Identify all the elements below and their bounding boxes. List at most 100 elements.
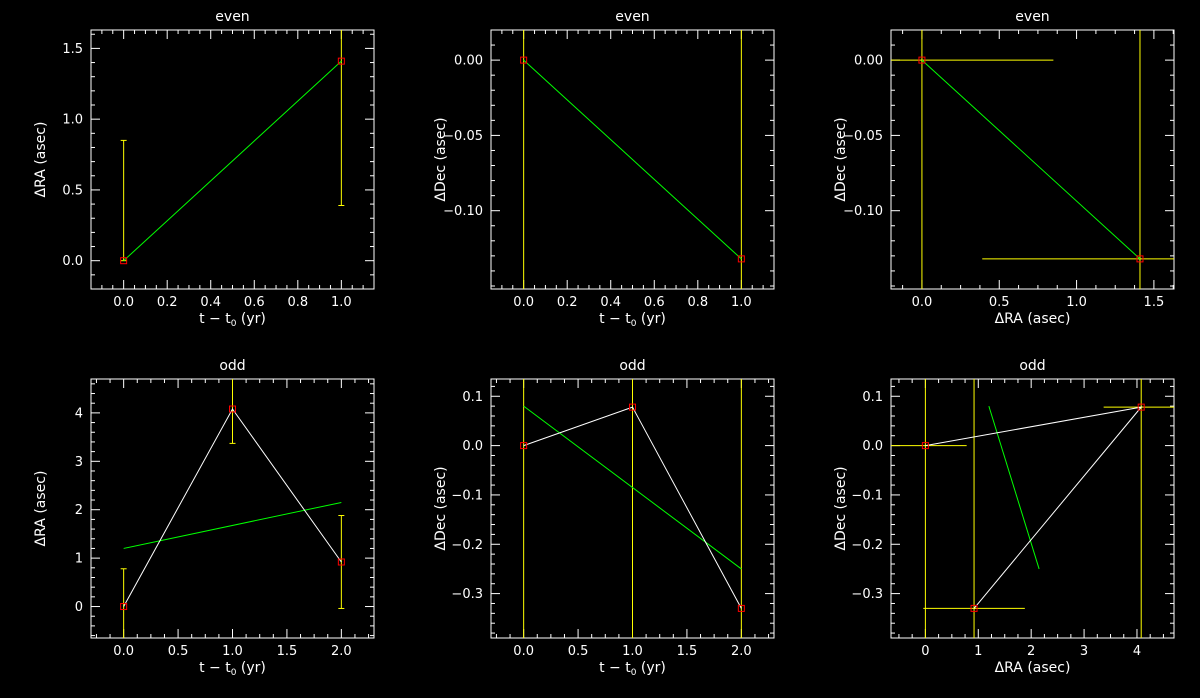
x-axis-label: ΔRA (asec) <box>995 660 1071 676</box>
panel-title: even <box>615 9 649 25</box>
x-axis-label-unit: (yr) <box>636 311 665 327</box>
x-tick-label: 0.0 <box>513 295 534 310</box>
x-axis-label-main: ΔRA (asec) <box>995 660 1071 676</box>
panel-3: 0.0 0.5 1.0 1.5 0.00 −0.05 −0.10 even ΔRA (asec)… <box>833 9 1175 327</box>
y-tick-label: −0.1 <box>451 488 483 503</box>
data-path <box>123 408 342 607</box>
x-tick-label: 0.6 <box>644 295 665 310</box>
y-axis-label: ΔRA (asec) <box>33 471 49 547</box>
data-point <box>918 56 926 64</box>
x-tick-label: 1.5 <box>1144 295 1165 310</box>
x-tick-label: 1.0 <box>1066 295 1087 310</box>
x-tick-label: 0.4 <box>600 295 621 310</box>
data-point <box>229 405 236 413</box>
y-tick-label: 2 <box>75 503 83 518</box>
x-axis-label-main: t − t <box>199 660 231 676</box>
y-tick-label: 1.5 <box>62 42 83 57</box>
x-tick-label: 0.5 <box>168 644 189 659</box>
x-axis-label-main: t − t <box>599 311 631 327</box>
x-tick-label: 0.6 <box>244 295 265 310</box>
x-axis-label-subscript: 0 <box>631 668 637 678</box>
x-tick-label: 0.5 <box>989 295 1010 310</box>
y-tick-label: −0.3 <box>451 587 483 602</box>
panel-5: 0.0 0.5 1.0 1.5 2.0 0.1 0.0 −0.1 −0.2 −0.3 odd t − … <box>433 358 775 678</box>
x-axis-label-unit: (yr) <box>636 660 665 676</box>
y-tick-label: 0.0 <box>62 254 83 269</box>
x-axis-label: t − t0 (yr) <box>199 660 266 678</box>
data-path <box>523 406 742 609</box>
y-tick-label: −0.10 <box>843 204 883 219</box>
x-tick-label: 0.0 <box>113 295 134 310</box>
data-point <box>120 603 128 611</box>
panel-2: 0.0 0.2 0.4 0.6 0.8 1.0 0.00 −0.05 −0.10 even t − … <box>433 9 775 329</box>
data-point <box>520 56 528 64</box>
y-tick-label: 0.0 <box>462 439 483 454</box>
y-axis-label: ΔDec (asec) <box>833 466 849 550</box>
data-point <box>1136 255 1144 263</box>
y-axis-label: ΔRA (asec) <box>33 122 49 198</box>
panel-title: even <box>215 9 249 25</box>
panel-1: 0.0 0.2 0.4 0.6 0.8 1.0 0.0 0.5 1.0 1.5 even t − t0… <box>33 9 375 329</box>
y-tick-label: 1 <box>75 552 83 567</box>
data-path <box>925 406 1143 609</box>
data-point <box>737 255 745 263</box>
x-tick-label: 2.0 <box>731 644 752 659</box>
data-point <box>520 442 528 450</box>
x-tick-label: 0.0 <box>912 295 933 310</box>
x-axis-label-unit: (yr) <box>236 311 265 327</box>
x-axis-label-main: t − t <box>599 660 631 676</box>
x-tick-label: 0.2 <box>557 295 578 310</box>
data-point <box>921 442 929 450</box>
data-point <box>1137 403 1145 411</box>
y-tick-label: 1.0 <box>62 113 83 128</box>
x-tick-label: 1 <box>974 644 982 659</box>
x-tick-label: 1.0 <box>331 295 352 310</box>
panel-title: odd <box>619 358 645 374</box>
y-tick-label: 0.1 <box>462 390 483 405</box>
y-axis-label: ΔDec (asec) <box>433 117 449 201</box>
x-axis-label: ΔRA (asec) <box>995 311 1071 327</box>
panel-title: odd <box>219 358 245 374</box>
x-tick-label: 1.0 <box>622 644 643 659</box>
x-tick-label: 1.5 <box>677 644 698 659</box>
x-tick-label: 3 <box>1080 644 1088 659</box>
x-axis-label-subscript: 0 <box>231 668 237 678</box>
y-tick-label: −0.1 <box>851 488 883 503</box>
x-axis-label-unit: (yr) <box>236 660 265 676</box>
x-axis-label-subscript: 0 <box>231 319 237 329</box>
x-axis-label: t − t0 (yr) <box>199 311 266 329</box>
y-axis-label: ΔDec (asec) <box>433 466 449 550</box>
y-axis-label: ΔDec (asec) <box>833 117 849 201</box>
x-tick-label: 0.4 <box>200 295 221 310</box>
y-tick-label: 0.00 <box>854 54 883 69</box>
y-tick-label: −0.05 <box>843 129 883 144</box>
data-point <box>970 604 978 612</box>
y-tick-label: −0.2 <box>451 538 483 553</box>
y-tick-label: 4 <box>75 406 83 421</box>
x-axis-label-main: t − t <box>199 311 231 327</box>
data-point <box>337 558 345 566</box>
x-tick-label: 4 <box>1133 644 1141 659</box>
y-tick-label: 3 <box>75 455 83 470</box>
x-axis-label-subscript: 0 <box>631 319 637 329</box>
x-tick-label: 0.8 <box>287 295 308 310</box>
plot-frame <box>890 29 1175 290</box>
x-tick-label: 0.8 <box>687 295 708 310</box>
x-tick-label: 0.0 <box>113 644 134 659</box>
data-point <box>629 403 636 411</box>
data-point <box>337 57 345 65</box>
x-tick-label: 2 <box>1027 644 1035 659</box>
y-tick-label: −0.2 <box>851 538 883 553</box>
x-tick-label: 1.5 <box>277 644 298 659</box>
fit-line <box>123 60 342 262</box>
x-tick-label: 0.0 <box>513 644 534 659</box>
y-tick-label: 0.5 <box>62 183 83 198</box>
y-tick-label: 0.00 <box>454 54 483 69</box>
y-tick-label: 0.0 <box>862 439 883 454</box>
y-tick-label: −0.3 <box>851 587 883 602</box>
y-tick-label: 0.1 <box>862 390 883 405</box>
fit-line <box>523 59 742 260</box>
